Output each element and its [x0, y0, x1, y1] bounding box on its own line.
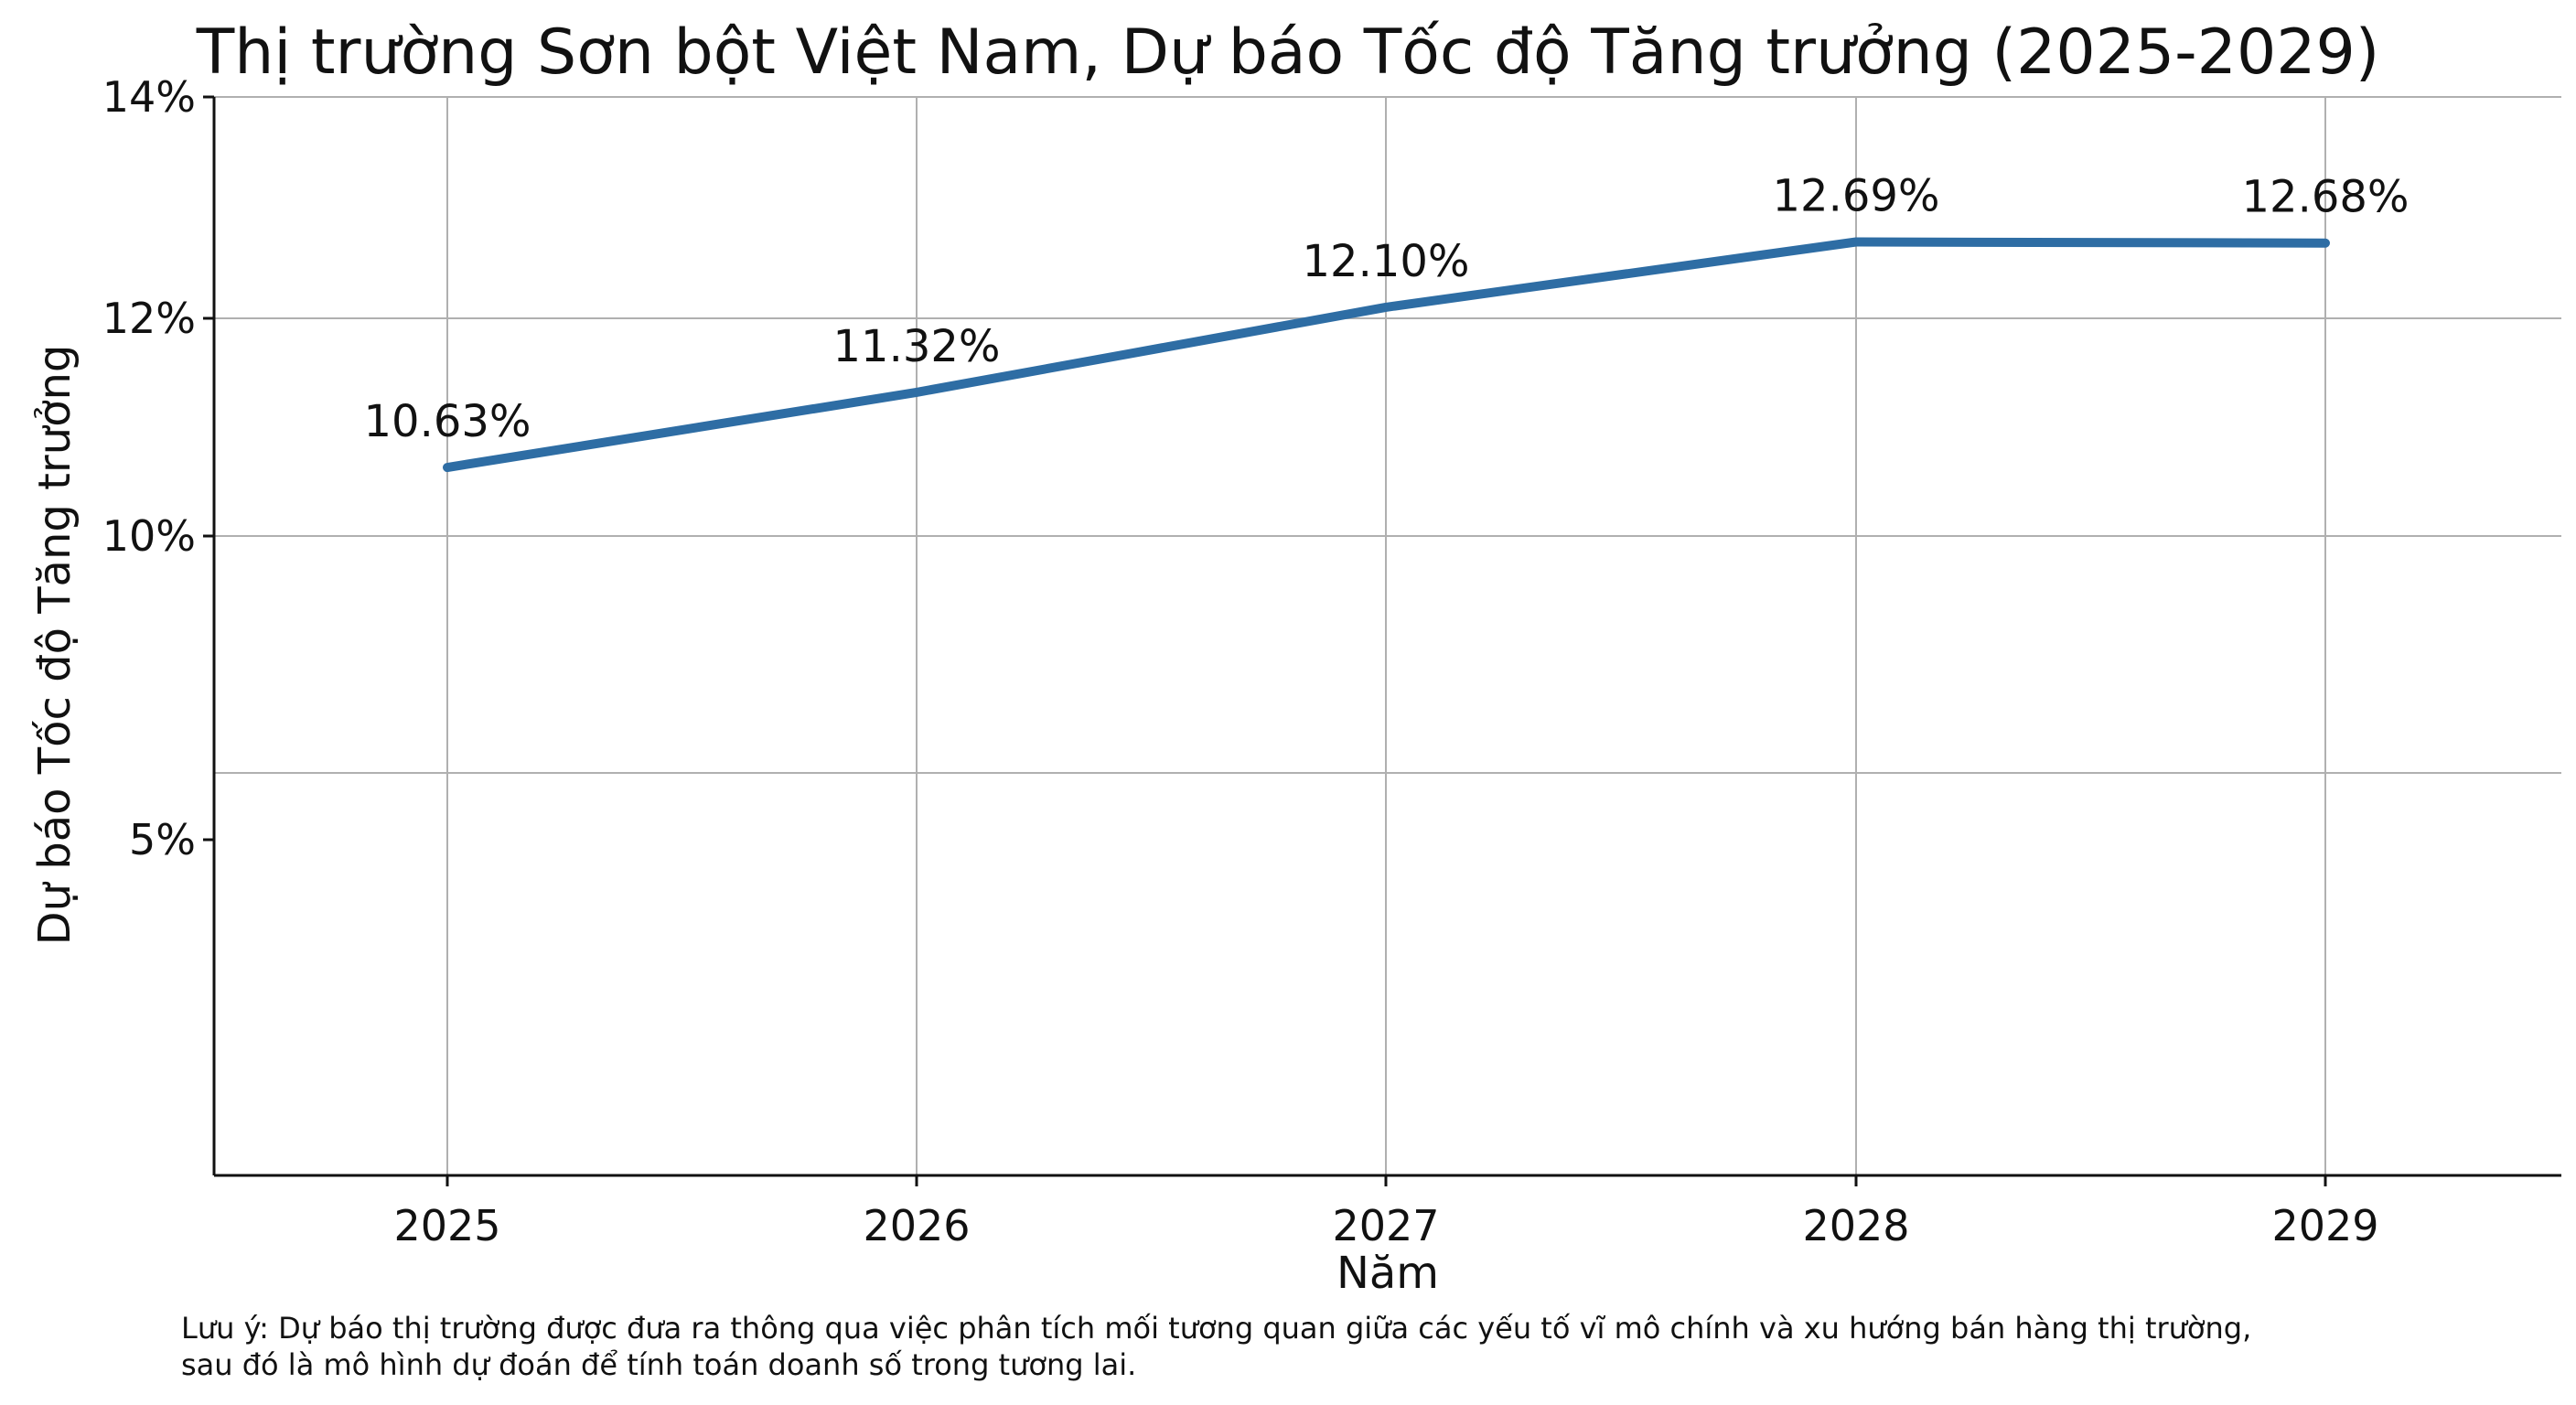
x-tick-label: 2028	[1802, 1201, 1909, 1250]
x-tick-label: 2025	[393, 1201, 500, 1250]
data-label: 12.69%	[1772, 171, 1939, 222]
gridlines	[214, 96, 2561, 1175]
axes	[212, 97, 2561, 1177]
x-tick-label: 2029	[2271, 1201, 2378, 1250]
footnote-line-2: sau đó là mô hình dự đoán để tính toán d…	[181, 1347, 1137, 1382]
data-label: 10.63%	[363, 396, 531, 447]
data-label: 11.32%	[832, 321, 1000, 372]
y-tick-label: 12%	[102, 294, 196, 343]
data-labels: 10.63% 11.32% 12.10% 12.69% 12.68%	[363, 171, 2409, 448]
data-label: 12.68%	[2241, 172, 2409, 223]
x-ticks: 2025 2026 2027 2028 2029	[393, 1175, 2379, 1250]
y-tick-label: 5%	[129, 815, 196, 864]
y-tick-label: 10%	[102, 511, 196, 561]
x-tick-label: 2027	[1332, 1201, 1439, 1250]
data-label: 12.10%	[1302, 236, 1469, 287]
y-tick-label: 14%	[102, 72, 196, 122]
x-axis-label: Năm	[1336, 1248, 1439, 1299]
y-axis-label: Dự báo Tốc độ Tăng trưởng	[29, 345, 80, 946]
x-tick-label: 2026	[863, 1201, 970, 1250]
chart-title: Thị trường Sơn bột Việt Nam, Dự báo Tốc …	[196, 16, 2380, 89]
series	[443, 237, 2330, 473]
footnote: Lưu ý: Dự báo thị trường được đưa ra thô…	[181, 1310, 2560, 1383]
footnote-line-1: Lưu ý: Dự báo thị trường được đưa ra thô…	[181, 1311, 2252, 1346]
series-line	[443, 237, 2330, 473]
y-ticks: 5% 10% 12% 14%	[102, 72, 214, 864]
